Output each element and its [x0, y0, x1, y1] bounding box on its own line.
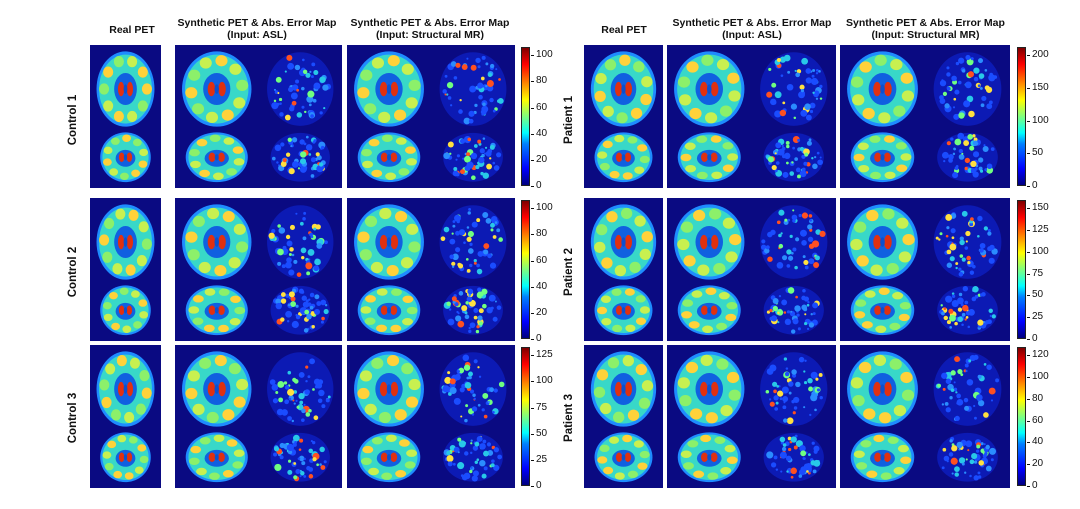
- synthetic-asl-control-1-image: [182, 51, 334, 183]
- synthetic-asl-patient-3-image: [674, 351, 828, 483]
- real-pet-patient-2-image: [590, 204, 657, 336]
- row-label-patient-2: Patient 2: [563, 248, 575, 296]
- real-pet-patient-3-image: [590, 351, 657, 483]
- row-label-control-1: Control 1: [67, 94, 79, 146]
- colorbar-tick-label: 150: [1027, 202, 1049, 214]
- colorbar-tick-label: 100: [531, 202, 553, 214]
- colorbar-tick-label: 50: [1026, 147, 1044, 159]
- colorbar-tick-label: 75: [1026, 267, 1044, 279]
- header-line: Synthetic PET & Abs. Error Map: [672, 17, 832, 29]
- synthetic-mr-control-2-image: [354, 204, 507, 336]
- colorbar-tick-label: 40: [530, 280, 548, 292]
- row-label-control-2: Control 2: [67, 246, 79, 298]
- header-line: Synthetic PET & Abs. Error Map: [350, 17, 510, 29]
- synthetic-mr-patient-3: [840, 345, 1010, 488]
- synthetic-asl-control-2-image: [182, 204, 334, 336]
- colorbar-tick-label: 100: [531, 49, 553, 61]
- colorbar-tick-label: 60: [530, 101, 548, 113]
- colorbar-tick-label: 80: [530, 228, 548, 240]
- header-synthetic-mr-right: Synthetic PET & Abs. Error Map (Input: S…: [838, 17, 1013, 41]
- synthetic-asl-patient-1-image: [674, 51, 828, 183]
- synthetic-mr-patient-1-image: [847, 51, 1002, 183]
- colorbar-tick-label: 25: [1026, 311, 1044, 323]
- synthetic-mr-patient-2: [840, 198, 1010, 341]
- colorbar-tick-label: 50: [1026, 289, 1044, 301]
- colorbar-right-2: [1017, 200, 1026, 339]
- real-pet-control-1-image: [96, 51, 155, 183]
- colorbar-tick-label: 125: [531, 349, 553, 361]
- colorbar-tick-label: 20: [530, 153, 548, 165]
- colorbar-tick-label: 100: [1027, 114, 1049, 126]
- colorbar-tick-label: 20: [530, 306, 548, 318]
- colorbar-tick-label: 80: [530, 75, 548, 87]
- colorbar-tick-label: 0: [531, 180, 542, 191]
- header-line: (Input: ASL): [227, 29, 287, 41]
- real-pet-patient-1-image: [590, 51, 657, 183]
- colorbar-tick-label: 100: [1027, 371, 1049, 383]
- header-line: (Input: ASL): [722, 29, 782, 41]
- synthetic-mr-control-2: [347, 198, 515, 341]
- synthetic-mr-patient-3-image: [847, 351, 1002, 483]
- colorbar-tick-label: 60: [530, 254, 548, 266]
- colorbar-tick-label: 40: [530, 127, 548, 139]
- colorbar-tick-label: 200: [1027, 49, 1049, 61]
- header-line: (Input: Structural MR): [376, 29, 484, 41]
- row-label-control-3: Control 3: [67, 392, 79, 444]
- colorbar-tick-label: 0: [1027, 480, 1038, 491]
- colorbar-left-3: [521, 347, 530, 486]
- colorbar-tick-label: 80: [1026, 392, 1044, 404]
- header-synthetic-asl-left: Synthetic PET & Abs. Error Map (Input: A…: [172, 17, 342, 41]
- colorbar-right-3: [1017, 347, 1026, 486]
- real-pet-control-2: [90, 198, 161, 341]
- header-synthetic-mr-left: Synthetic PET & Abs. Error Map (Input: S…: [344, 17, 516, 41]
- synthetic-mr-control-1: [347, 45, 515, 188]
- header-synthetic-asl-right: Synthetic PET & Abs. Error Map (Input: A…: [666, 17, 838, 41]
- real-pet-patient-2: [584, 198, 663, 341]
- colorbar-right-1: [1017, 47, 1026, 186]
- row-label-patient-3: Patient 3: [563, 394, 575, 442]
- real-pet-control-3-image: [96, 351, 155, 483]
- header-line: Synthetic PET & Abs. Error Map: [177, 17, 337, 29]
- real-pet-patient-1: [584, 45, 663, 188]
- colorbar-tick-label: 25: [530, 453, 548, 465]
- colorbar-tick-label: 50: [530, 427, 548, 439]
- synthetic-mr-patient-1: [840, 45, 1010, 188]
- header-line: Synthetic PET & Abs. Error Map: [846, 17, 1005, 29]
- synthetic-asl-patient-2: [667, 198, 836, 341]
- synthetic-asl-patient-2-image: [674, 204, 828, 336]
- synthetic-asl-control-2: [175, 198, 342, 341]
- real-pet-control-3: [90, 345, 161, 488]
- synthetic-mr-patient-2-image: [847, 204, 1002, 336]
- real-pet-control-1: [90, 45, 161, 188]
- colorbar-tick-label: 100: [1027, 245, 1049, 257]
- synthetic-mr-control-3-image: [354, 351, 507, 483]
- synthetic-asl-patient-3: [667, 345, 836, 488]
- colorbar-tick-label: 150: [1027, 82, 1049, 93]
- colorbar-tick-label: 125: [1027, 224, 1049, 236]
- colorbar-tick-label: 100: [531, 375, 553, 387]
- synthetic-asl-patient-1: [667, 45, 836, 188]
- colorbar-left-2: [521, 200, 530, 339]
- real-pet-patient-3: [584, 345, 663, 488]
- synthetic-mr-control-1-image: [354, 51, 507, 183]
- colorbar-left-1: [521, 47, 530, 186]
- colorbar-tick-label: 40: [1026, 436, 1044, 448]
- header-real-pet-right: Real PET: [601, 24, 647, 36]
- colorbar-tick-label: 75: [530, 401, 548, 413]
- real-pet-control-2-image: [96, 204, 155, 336]
- synthetic-asl-control-3: [175, 345, 342, 488]
- synthetic-asl-control-3-image: [182, 351, 334, 483]
- colorbar-tick-label: 0: [1027, 333, 1038, 344]
- header-real-pet-left: Real PET: [109, 24, 155, 36]
- colorbar-tick-label: 20: [1026, 458, 1044, 470]
- row-label-patient-1: Patient 1: [563, 96, 575, 144]
- colorbar-tick-label: 0: [531, 333, 542, 344]
- colorbar-tick-label: 0: [1027, 180, 1038, 191]
- colorbar-tick-label: 60: [1026, 414, 1044, 426]
- header-line: (Input: Structural MR): [871, 29, 980, 41]
- synthetic-asl-control-1: [175, 45, 342, 188]
- colorbar-tick-label: 120: [1027, 349, 1049, 361]
- colorbar-tick-label: 0: [531, 480, 542, 491]
- synthetic-mr-control-3: [347, 345, 515, 488]
